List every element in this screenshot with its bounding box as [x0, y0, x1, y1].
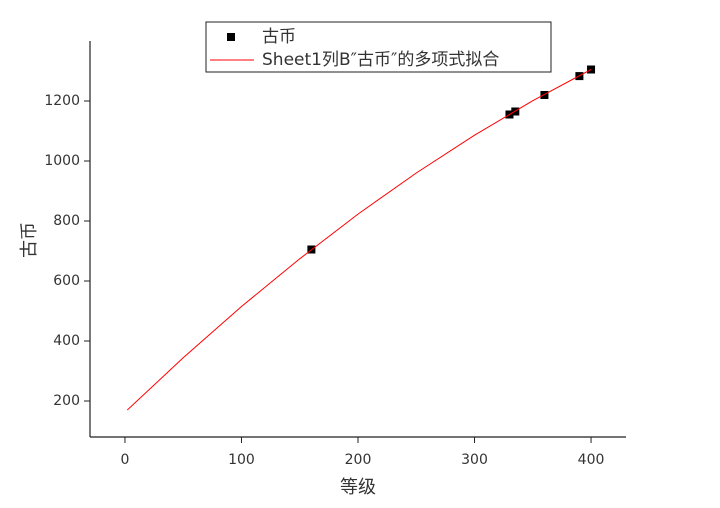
y-tick-label: 1000 [44, 153, 80, 169]
y-tick-label: 1200 [44, 93, 80, 109]
y-tick-label: 800 [53, 213, 80, 229]
y-tick-label: 600 [53, 273, 80, 289]
legend-marker [227, 33, 235, 41]
y-tick-label: 200 [53, 393, 80, 409]
fit-line [126, 69, 592, 411]
y-tick-label: 400 [53, 333, 80, 349]
legend-box [205, 21, 552, 73]
legend-label: Sheet1列B″古币″的多项式拟合 [262, 50, 499, 70]
x-tick-label: 300 [461, 452, 488, 468]
legend-label: 古币 [262, 27, 296, 47]
x-tick-label: 0 [120, 452, 129, 468]
x-tick-label: 200 [345, 452, 372, 468]
x-tick-label: 100 [228, 452, 255, 468]
y-axis-label: 古币 [19, 222, 40, 258]
x-axis-label: 等级 [340, 477, 376, 498]
x-tick-label: 400 [578, 452, 605, 468]
